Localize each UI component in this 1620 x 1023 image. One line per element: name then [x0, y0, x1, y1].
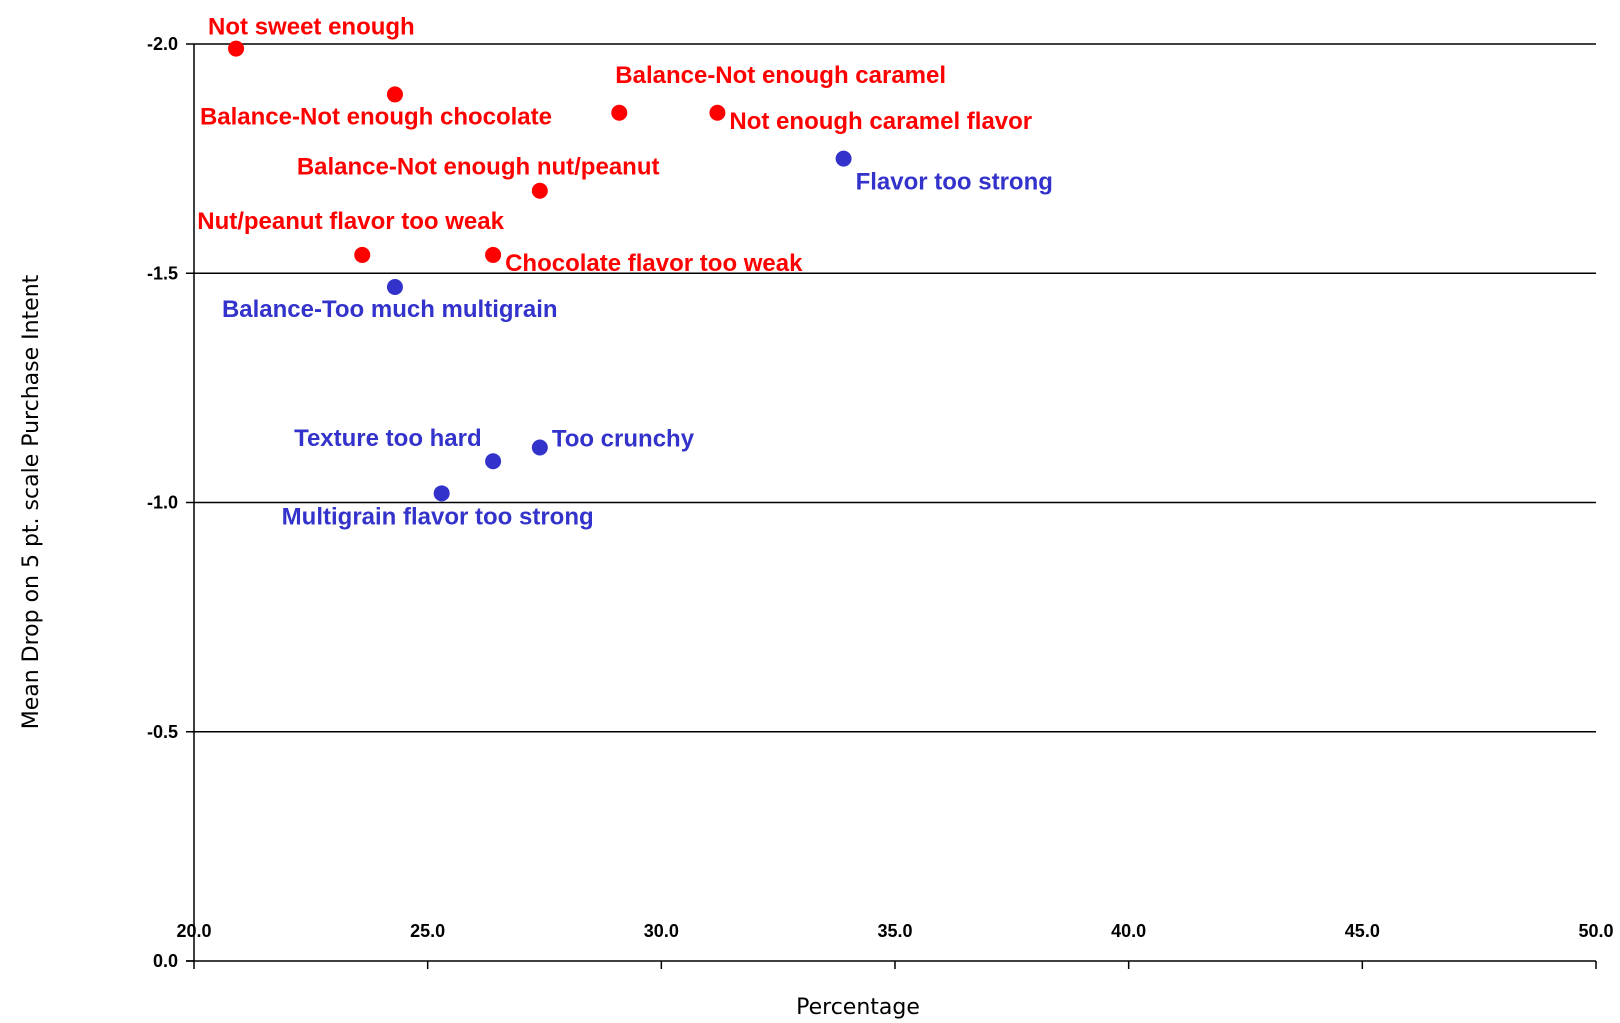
- x-tick-label: 45.0: [1345, 921, 1380, 941]
- gridlines: [194, 43, 1596, 733]
- axes: [186, 43, 1597, 969]
- data-point: [531, 439, 548, 456]
- y-tick-label: -0.5: [147, 722, 178, 742]
- data-point: [354, 246, 371, 263]
- y-tick-label: 0.0: [153, 951, 178, 971]
- data-point: [709, 104, 726, 121]
- point-label: Flavor too strong: [856, 169, 1053, 196]
- point-labels: Not sweet enough Balance-Not enough choco…: [197, 14, 1053, 531]
- point-label: Balance-Not enough chocolate: [200, 103, 552, 130]
- tick-labels: 0.0 -0.5 -1.0 -1.5 -2.0 20.0 25.0 30.0 35.0 40.0 4…: [147, 34, 1614, 971]
- data-point: [485, 453, 502, 470]
- x-axis-title: Percentage: [796, 995, 920, 1020]
- data-points: [228, 40, 852, 502]
- x-tick-label: 25.0: [410, 921, 445, 941]
- point-label: Balance-Not enough nut/peanut: [297, 154, 660, 181]
- point-label: Too crunchy: [552, 425, 695, 452]
- data-point: [433, 485, 450, 502]
- point-label: Not sweet enough: [208, 14, 415, 41]
- data-point: [531, 182, 548, 199]
- x-tick-label: 40.0: [1111, 921, 1146, 941]
- data-point: [835, 150, 852, 167]
- y-tick-label: -1.5: [147, 263, 178, 283]
- point-label: Chocolate flavor too weak: [505, 250, 803, 277]
- y-axis-title: Mean Drop on 5 pt. scale Purchase Intent: [19, 274, 44, 729]
- data-point: [386, 86, 403, 103]
- data-point: [611, 104, 628, 121]
- point-label: Balance-Not enough caramel: [615, 62, 946, 89]
- y-tick-label: -1.0: [147, 493, 178, 513]
- point-label: Nut/peanut flavor too weak: [197, 208, 504, 235]
- point-label: Multigrain flavor too strong: [282, 503, 594, 530]
- data-point: [386, 279, 403, 296]
- data-point: [228, 40, 245, 57]
- point-label: Texture too hard: [294, 425, 482, 452]
- x-tick-label: 30.0: [644, 921, 679, 941]
- point-label: Not enough caramel flavor: [729, 108, 1032, 135]
- data-point: [485, 246, 502, 263]
- x-tick-label: 20.0: [176, 921, 211, 941]
- x-tick-label: 35.0: [877, 921, 912, 941]
- point-label: Balance-Too much multigrain: [222, 296, 558, 323]
- y-tick-label: -2.0: [147, 34, 178, 54]
- x-tick-label: 50.0: [1578, 921, 1613, 941]
